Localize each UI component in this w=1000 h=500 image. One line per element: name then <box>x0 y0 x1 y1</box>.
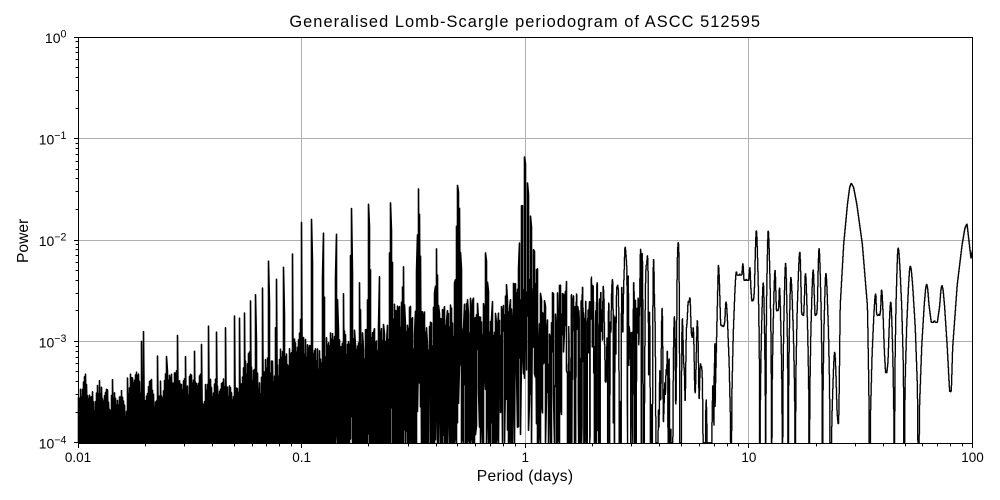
svg-text:Power: Power <box>15 219 32 263</box>
svg-text:100: 100 <box>961 450 984 465</box>
svg-text:10: 10 <box>741 450 756 465</box>
svg-text:Generalised Lomb-Scargle perio: Generalised Lomb-Scargle periodogram of … <box>289 13 761 31</box>
svg-text:1: 1 <box>521 450 529 465</box>
svg-text:0.1: 0.1 <box>292 450 311 465</box>
svg-text:Period (days): Period (days) <box>477 468 574 485</box>
svg-text:0.01: 0.01 <box>65 450 91 465</box>
